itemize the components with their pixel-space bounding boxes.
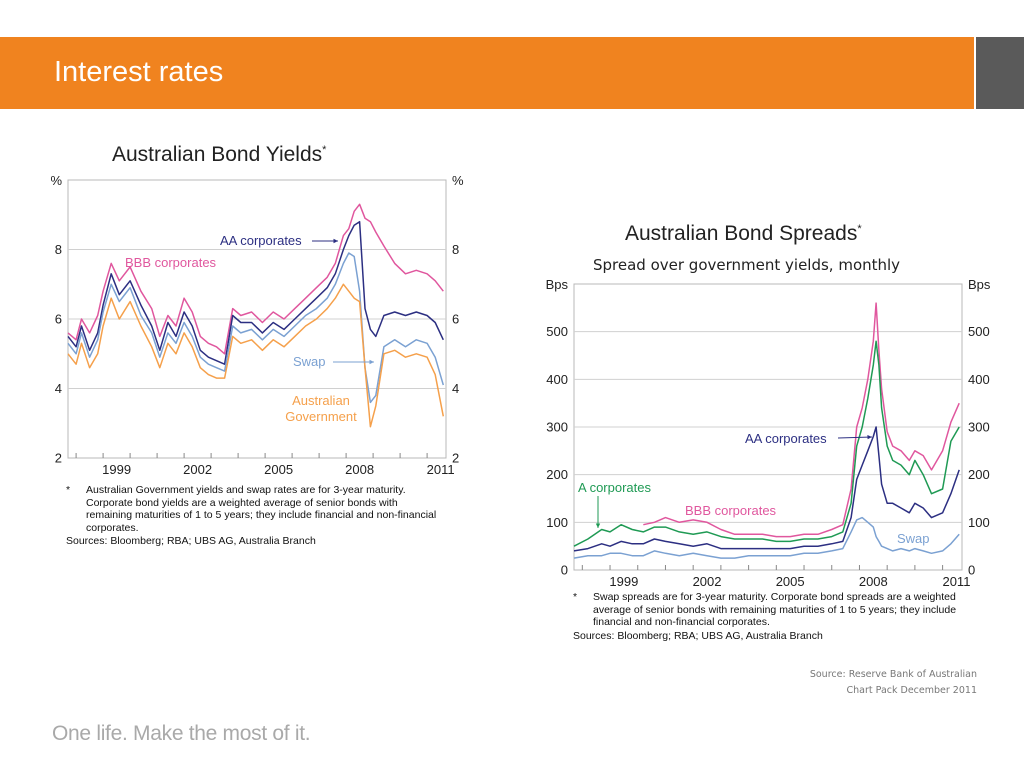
- yields-footnote-text: Australian Government yields and swap ra…: [86, 484, 437, 534]
- spreads-chart-title: Australian Bond Spreads*: [625, 222, 862, 245]
- y-tick-label-left: 6: [55, 312, 62, 327]
- y-tick-label-right: 8: [452, 242, 459, 257]
- x-tick-label: 2011: [427, 462, 455, 477]
- tagline: One life. Make the most of it.: [52, 722, 311, 745]
- x-tick-label: 2005: [264, 462, 293, 477]
- x-tick-label: 2011: [942, 574, 970, 589]
- label-australian-government-line2: Government: [285, 409, 357, 424]
- y-tick-label-left: 400: [546, 372, 568, 387]
- x-tick-label: 2005: [776, 574, 805, 589]
- label-swap: Swap: [897, 531, 930, 546]
- arrow-swap-head: [369, 359, 374, 365]
- header-side-block: [976, 37, 1024, 109]
- spreads-chart-subtitle: Spread over government yields, monthly: [593, 256, 901, 274]
- slide-title: Interest rates: [54, 56, 224, 88]
- y-axis-unit-right: Bps: [968, 280, 991, 292]
- yields-sources: Sources: Bloomberg; RBA; UBS AG, Austral…: [66, 535, 316, 547]
- y-tick-label-left: 8: [55, 242, 62, 257]
- source-credit: Source: Reserve Bank of Australian Chart…: [810, 667, 977, 699]
- x-tick-label: 1999: [102, 462, 131, 477]
- label-bbb-corporates: BBB corporates: [125, 255, 217, 270]
- arrow-a-corporates-head: [595, 523, 601, 528]
- y-tick-label-right: 100: [968, 515, 990, 530]
- series-line-swap: [573, 516, 960, 559]
- label-a-corporates: A corporates: [578, 480, 651, 495]
- y-tick-label-right: 6: [452, 312, 459, 327]
- y-tick-label-right: 400: [968, 372, 990, 387]
- label-aa-corporates: AA corporates: [220, 233, 302, 248]
- x-tick-label: 2002: [693, 574, 722, 589]
- y-tick-label-right: 0: [968, 563, 975, 578]
- y-tick-label-left: 500: [546, 324, 568, 339]
- y-tick-label-right: 500: [968, 324, 990, 339]
- arrow-aa-corporates-head: [333, 238, 338, 244]
- x-tick-label: 1999: [609, 574, 638, 589]
- y-tick-label-left: 200: [546, 467, 568, 482]
- series-line-bbb-corporates: [67, 203, 444, 355]
- label-australian-government: Australian: [292, 393, 350, 408]
- label-swap: Swap: [293, 354, 326, 369]
- y-tick-label-left: 0: [561, 563, 568, 578]
- y-tick-label-left: 2: [55, 451, 62, 466]
- series-line-a-corporates: [573, 340, 960, 547]
- header-bar: [0, 37, 974, 109]
- x-tick-label: 2008: [345, 462, 374, 477]
- yields-chart-title: Australian Bond Yields*: [112, 143, 327, 166]
- y-tick-label-right: 4: [452, 381, 459, 396]
- x-tick-label: 2002: [183, 462, 212, 477]
- arrow-aa-corporates: [837, 436, 873, 439]
- yields-footnote: * Australian Government yields and swap r…: [66, 484, 446, 548]
- spreads-footnote-text: Swap spreads are for 3-year maturity. Co…: [593, 591, 957, 628]
- spreads-sources: Sources: Bloomberg; RBA; UBS AG, Austral…: [573, 629, 823, 642]
- y-tick-label-left: 4: [55, 381, 62, 396]
- series-line-aa-corporates: [67, 220, 444, 365]
- x-tick-label: 2008: [859, 574, 888, 589]
- arrow-aa-corporates-head: [867, 435, 872, 440]
- y-axis-unit-left: %: [50, 173, 62, 188]
- label-aa-corporates: AA corporates: [745, 431, 827, 446]
- series-line-swap: [67, 252, 445, 404]
- spreads-footnote: * Swap spreads are for 3-year maturity. C…: [573, 591, 983, 642]
- source-credit-line1: Source: Reserve Bank of Australian: [809, 669, 977, 680]
- source-credit-line2: Chart Pack December 2011: [846, 685, 977, 696]
- y-tick-label-right: 2: [452, 451, 459, 466]
- y-tick-label-right: 300: [968, 420, 990, 435]
- y-tick-label-left: 300: [546, 420, 568, 435]
- series-line-aa-corporates: [573, 426, 960, 552]
- y-axis-unit-right: %: [452, 173, 464, 188]
- label-bbb-corporates: BBB corporates: [685, 503, 777, 518]
- bond-spreads-chart: 0 0 100 100 200 200 300 300 400 400 500 500 Bps Bps 19…: [546, 280, 991, 589]
- series-line-australian-government: [67, 283, 445, 428]
- y-axis-unit-left: Bps: [546, 280, 569, 292]
- bond-yields-chart: 2 2 4 4 6 6 8 8% % 1999 2002 2005 2008 2011 AA corpora…: [50, 173, 464, 477]
- y-tick-label-right: 200: [968, 467, 990, 482]
- series-line-bbb-corporates: [643, 302, 960, 538]
- y-tick-label-left: 100: [546, 515, 568, 530]
